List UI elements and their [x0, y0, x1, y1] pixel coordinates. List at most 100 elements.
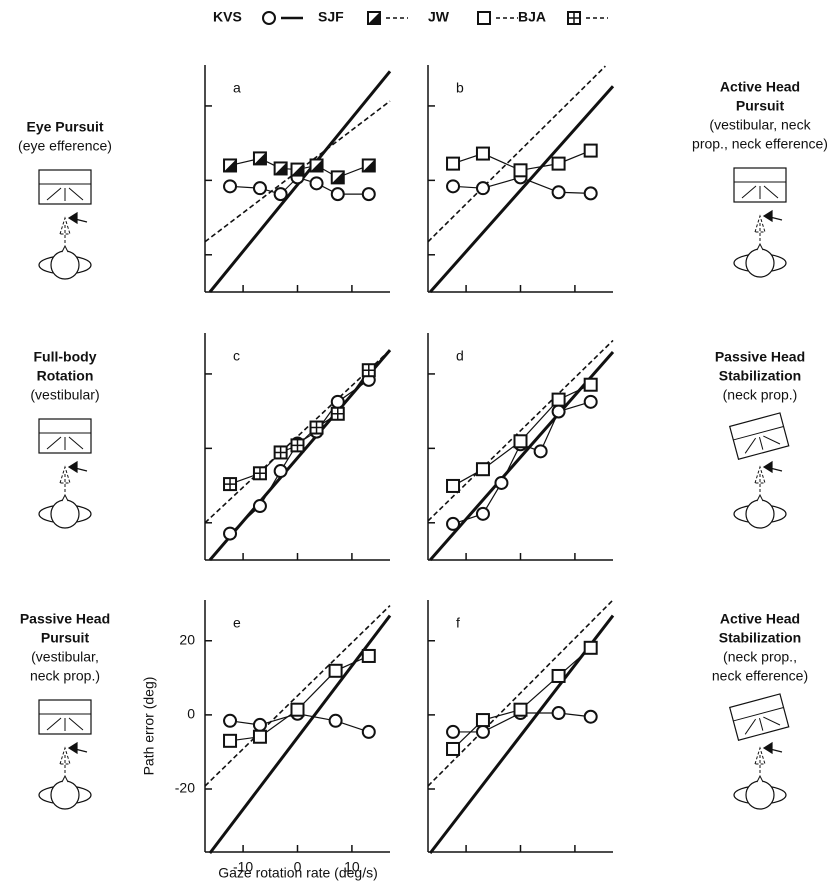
y-tick-label: 0 [187, 706, 195, 722]
marker-shape [477, 148, 489, 160]
marker [363, 650, 375, 662]
marker [224, 159, 236, 171]
marker [477, 726, 489, 738]
marker-shape [447, 518, 459, 530]
nose [757, 776, 763, 782]
marker [363, 188, 375, 200]
marker [447, 518, 459, 530]
icon [730, 413, 789, 459]
marker [447, 743, 459, 755]
marker-shape [515, 704, 527, 716]
marker-shape [535, 445, 547, 457]
y-axis-label: Path error (deg) [141, 677, 157, 776]
condition-title: Active Head [720, 79, 800, 95]
marker [553, 707, 565, 719]
marker-shape [553, 186, 565, 198]
icon [39, 419, 91, 453]
condition-title: Passive Head [715, 349, 805, 365]
gaze-arrow [755, 216, 765, 241]
marker-shape [585, 396, 597, 408]
marker [363, 159, 375, 171]
marker [254, 500, 266, 512]
marker [275, 162, 287, 174]
icon [730, 694, 789, 740]
marker-shape [515, 435, 527, 447]
marker [330, 715, 342, 727]
head [51, 500, 79, 528]
marker [275, 446, 287, 458]
marker-shape [553, 406, 565, 418]
marker [332, 188, 344, 200]
marker [515, 164, 527, 176]
marker-shape [275, 188, 287, 200]
condition-note: (vestibular) [30, 387, 99, 403]
panel-label: f [456, 615, 460, 631]
condition-note: (neck prop.) [723, 387, 798, 403]
nose [62, 246, 68, 252]
marker [477, 508, 489, 520]
marker [254, 467, 266, 479]
marker-shape [254, 500, 266, 512]
marker-shape [477, 182, 489, 194]
marker [254, 182, 266, 194]
head [746, 781, 774, 809]
marker [363, 726, 375, 738]
marker [311, 177, 323, 189]
condition-title: Pursuit [41, 630, 90, 646]
marker [330, 665, 342, 677]
series-line [453, 402, 591, 524]
head [51, 251, 79, 279]
marker-shape [447, 158, 459, 170]
marker [585, 379, 597, 391]
marker-shape [585, 711, 597, 723]
head [746, 500, 774, 528]
legend-label: SJF [318, 9, 344, 25]
condition-title: Stabilization [719, 630, 801, 646]
marker-shape [332, 396, 344, 408]
condition-note: (eye efference) [18, 138, 112, 154]
marker [224, 715, 236, 727]
marker [224, 180, 236, 192]
marker [368, 12, 380, 24]
head [51, 781, 79, 809]
marker-shape [254, 719, 266, 731]
marker-shape [515, 164, 527, 176]
marker [477, 714, 489, 726]
marker [553, 406, 565, 418]
icon [734, 168, 786, 202]
marker-shape [553, 707, 565, 719]
screen [730, 413, 789, 459]
marker-shape [311, 177, 323, 189]
legend-label: KVS [213, 9, 242, 25]
marker [254, 152, 266, 164]
motion-arrow [69, 213, 87, 223]
marker-shape [447, 480, 459, 492]
marker-shape [224, 180, 236, 192]
condition-title: Active Head [720, 611, 800, 627]
motion-arrow [69, 462, 87, 472]
panel-label: e [233, 615, 241, 631]
series-line [230, 370, 369, 484]
marker [495, 477, 507, 489]
marker-shape [553, 394, 565, 406]
marker [515, 435, 527, 447]
marker [332, 171, 344, 183]
marker-shape [477, 463, 489, 475]
marker [311, 159, 323, 171]
marker [275, 465, 287, 477]
gaze-arrow [755, 748, 765, 773]
marker [477, 182, 489, 194]
marker [585, 642, 597, 654]
y-tick-label: 20 [179, 631, 195, 647]
gaze-arrow [60, 748, 70, 773]
marker [553, 394, 565, 406]
legend-label: JW [428, 9, 450, 25]
marker [363, 364, 375, 376]
marker-shape [585, 187, 597, 199]
nose [757, 244, 763, 250]
y-tick-label: -20 [175, 780, 195, 796]
marker-shape [553, 670, 565, 682]
marker-shape [263, 12, 275, 24]
legend-label: BJA [518, 9, 546, 25]
marker [447, 180, 459, 192]
